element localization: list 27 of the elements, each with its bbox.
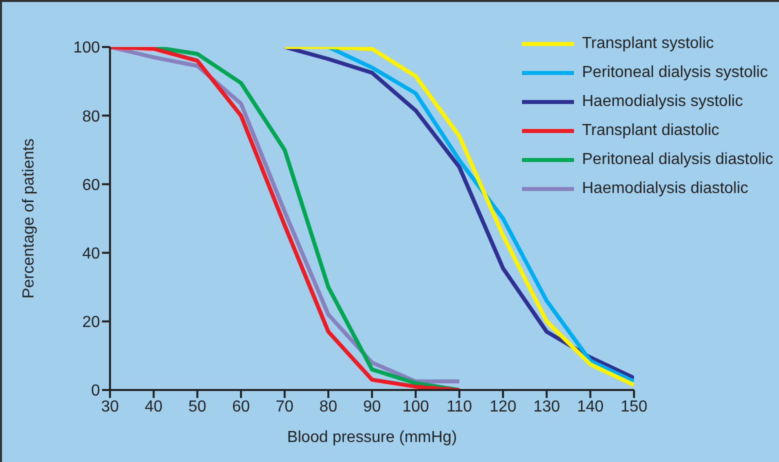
x-tick-label: 30	[101, 398, 119, 416]
x-tick-label: 70	[276, 398, 294, 416]
y-axis-title: Percentage of patients	[20, 138, 38, 299]
x-tick-label: 120	[490, 398, 516, 416]
legend-label: Transplant diastolic	[582, 121, 720, 141]
x-tick-label: 90	[363, 398, 381, 416]
y-tick-label: 0	[91, 382, 100, 400]
x-tick-label: 50	[188, 398, 206, 416]
y-tick-label: 100	[73, 40, 100, 57]
y-tick-label: 60	[82, 176, 100, 194]
x-tick-label: 80	[319, 398, 338, 416]
legend-label: Haemodialysis diastolic	[582, 179, 748, 199]
x-tick-label: 140	[576, 398, 604, 416]
legend-label: Haemodialysis systolic	[582, 92, 743, 112]
x-tick-label: 100	[402, 398, 430, 416]
y-tick-label: 20	[82, 314, 100, 332]
legend-label: Transplant systolic	[582, 34, 714, 54]
x-tick-label: 60	[232, 398, 250, 416]
x-tick-label: 40	[144, 398, 163, 416]
y-tick-label: 80	[82, 108, 100, 126]
legend-label: Peritoneal dialysis diastolic	[582, 150, 774, 170]
legend-label: Peritoneal dialysis systolic	[582, 63, 768, 83]
x-tick-label: 130	[533, 398, 560, 416]
y-tick-label: 40	[82, 245, 100, 262]
x-tick-label: 150	[620, 398, 648, 416]
x-tick-label: 110	[446, 398, 472, 416]
x-axis-title: Blood pressure (mmHg)	[287, 429, 457, 446]
